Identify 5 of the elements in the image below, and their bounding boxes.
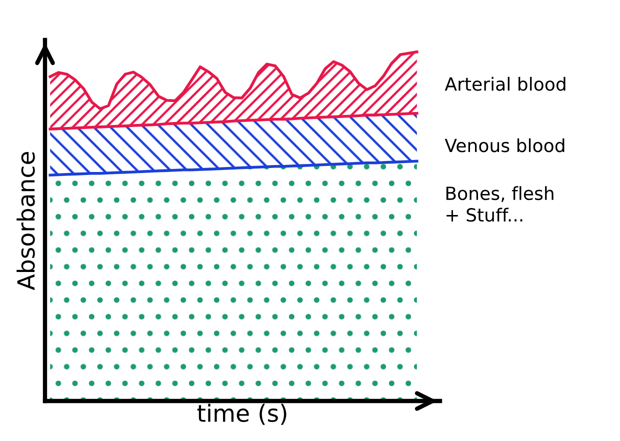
series-label: Arterial blood [444,76,566,91]
x-axis-title: time (s) [197,404,286,425]
series-label: Venous blood [444,138,564,152]
series-label: Bones, flesh + Stuff... [446,186,554,222]
y-axis-title: Absorbance [16,152,35,290]
